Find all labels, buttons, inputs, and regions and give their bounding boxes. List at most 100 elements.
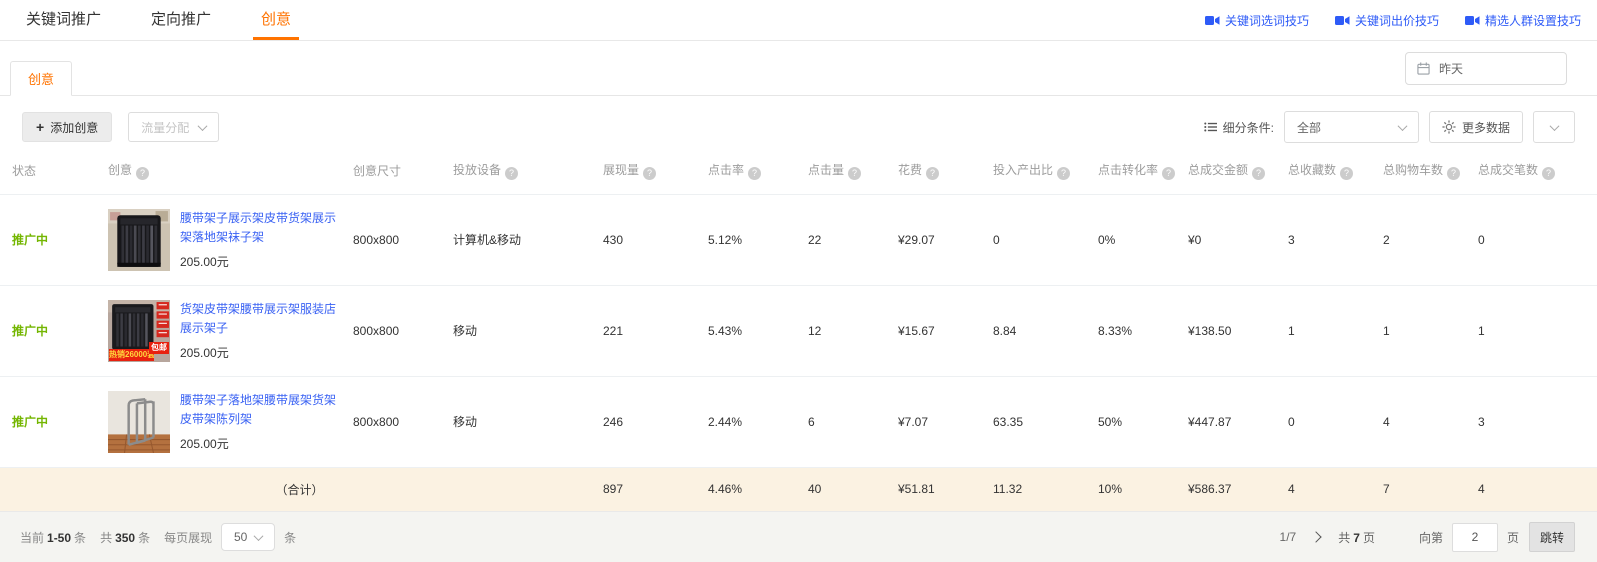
next-page-button[interactable]	[1310, 531, 1322, 543]
table-row: 推广中 热销26000套 包邮 货架皮带架腰带展示架服装店展示架子 205.00…	[0, 285, 1597, 376]
calendar-icon	[1417, 62, 1430, 75]
col-header-label: 创意尺寸	[353, 164, 402, 179]
more-data-button[interactable]: 更多数据	[1428, 111, 1523, 143]
toolbar: + 添加创意 流量分配 细分条件: 全部 更多数据	[0, 106, 1597, 148]
cost-value: ¥29.07	[898, 232, 935, 247]
col-header-orders: 总成交笔数	[1470, 148, 1597, 194]
plus-icon: +	[36, 119, 45, 135]
total-roi: 11.32	[993, 482, 1023, 497]
goto-page-input[interactable]	[1451, 522, 1498, 552]
help-icon[interactable]	[136, 167, 150, 181]
col-header-cvr: 点击转化率	[1090, 148, 1180, 194]
video-link-keyword-selection[interactable]: 关键词选词技巧	[1204, 12, 1309, 29]
help-icon[interactable]	[1447, 167, 1461, 181]
col-header-impressions: 展现量	[595, 148, 700, 194]
col-header-label: 花费	[898, 163, 923, 178]
jump-button[interactable]: 跳转	[1528, 522, 1575, 552]
product-image[interactable]	[108, 208, 170, 271]
help-icon[interactable]	[1340, 167, 1354, 181]
video-link-label: 关键词选词技巧	[1224, 13, 1309, 28]
traffic-allocation-dropdown[interactable]: 流量分配	[128, 112, 220, 142]
table-header-row: 状态 创意 创意尺寸 投放设备 展现量 点击率 点击量 花费 投入产出比 点击转…	[0, 148, 1597, 194]
ctr-value: 5.43%	[708, 323, 743, 338]
video-link-label: 关键词出价技巧	[1354, 13, 1439, 28]
carts-value: 2	[1383, 232, 1390, 247]
orders-value: 1	[1478, 323, 1485, 338]
video-link-keyword-bidding[interactable]: 关键词出价技巧	[1334, 12, 1439, 29]
add-creative-button[interactable]: + 添加创意	[22, 112, 113, 142]
chevron-down-icon	[1549, 120, 1559, 131]
ctr-value: 5.12%	[708, 232, 743, 247]
table-row: 推广中 腰带架子展示架皮带货架展示架落地架袜子架 205.00元 800x800…	[0, 194, 1597, 285]
cost-value: ¥15.67	[898, 323, 935, 338]
creative-panel-tab[interactable]: 创意	[10, 61, 73, 96]
chevron-down-icon	[197, 120, 208, 131]
cvr-value: 8.33%	[1098, 323, 1133, 338]
cost-value: ¥7.07	[898, 414, 929, 429]
help-icon[interactable]	[848, 167, 862, 181]
creative-title-link[interactable]: 腰带架子展示架皮带货架展示架落地架袜子架	[180, 211, 337, 244]
total-ctr: 4.46%	[708, 482, 743, 497]
creative-size: 800x800	[353, 232, 400, 247]
chevron-down-icon	[1397, 120, 1408, 131]
product-image[interactable]: 热销26000套 包邮	[108, 299, 170, 362]
col-header-creative: 创意	[100, 148, 345, 194]
carts-value: 1	[1383, 323, 1390, 338]
favorites-value: 0	[1288, 414, 1295, 429]
date-range-picker[interactable]: 昨天	[1405, 52, 1567, 85]
status-badge: 推广中	[12, 415, 49, 429]
col-header-carts: 总购物车数	[1375, 148, 1470, 194]
creative-price: 205.00元	[180, 436, 229, 451]
total-label: （合计）	[275, 482, 324, 497]
creative-title-link[interactable]: 货架皮带架腰带展示架服装店展示架子	[180, 302, 337, 335]
creative-panel-header: 创意 昨天	[0, 41, 1597, 96]
help-icon[interactable]	[1252, 167, 1266, 181]
tab-keyword-promotion[interactable]: 关键词推广	[26, 11, 102, 28]
promotion-tabs: 关键词推广 定向推广 创意	[18, 0, 333, 40]
total-orders: 4	[1478, 482, 1485, 497]
tab-creative[interactable]: 创意	[253, 0, 300, 40]
gmv-value: ¥138.50	[1188, 323, 1232, 338]
per-page-label: 每页展现	[164, 530, 213, 545]
col-header-label: 点击率	[708, 163, 745, 178]
creative-price: 205.00元	[180, 254, 229, 269]
col-header-favorites: 总收藏数	[1280, 148, 1375, 194]
col-header-label: 点击量	[808, 163, 845, 178]
help-icon[interactable]	[748, 167, 762, 181]
col-header-label: 总购物车数	[1383, 163, 1444, 178]
help-icon[interactable]	[1162, 167, 1176, 181]
col-header-label: 投入产出比	[993, 163, 1054, 178]
total-row: （合计） 897 4.46% 40 ¥51.81 11.32 10% ¥586.…	[0, 467, 1597, 511]
chevron-right-icon	[1310, 531, 1322, 543]
free-shipping-tag: 包邮	[149, 341, 169, 354]
roi-value: 8.84	[993, 323, 1017, 338]
date-range-value: 昨天	[1439, 62, 1464, 76]
device-value: 计算机&移动	[453, 233, 522, 247]
segment-filter-select[interactable]: 全部	[1283, 111, 1419, 143]
impressions-value: 246	[603, 414, 624, 429]
help-icon[interactable]	[926, 167, 940, 181]
cvr-value: 0%	[1098, 232, 1116, 247]
creative-title-link[interactable]: 腰带架子落地架腰带展架货架皮带架陈列架	[180, 393, 337, 426]
help-icon[interactable]	[643, 167, 657, 181]
total-cvr: 10%	[1098, 482, 1123, 497]
collapse-toolbar-button[interactable]	[1533, 111, 1575, 143]
col-header-label: 总成交笔数	[1478, 163, 1539, 178]
help-icon[interactable]	[505, 167, 519, 181]
tab-targeted-promotion[interactable]: 定向推广	[151, 11, 212, 28]
help-video-links: 关键词选词技巧 关键词出价技巧 精选人群设置技巧	[1204, 0, 1581, 40]
page-ratio: 1/7	[1279, 530, 1297, 544]
col-header-roi: 投入产出比	[985, 148, 1090, 194]
col-header-label: 展现量	[603, 163, 640, 178]
video-link-audience-setup[interactable]: 精选人群设置技巧	[1464, 12, 1581, 29]
product-image[interactable]	[108, 390, 170, 453]
total-cost: ¥51.81	[898, 482, 935, 497]
help-icon[interactable]	[1057, 167, 1071, 181]
ctr-value: 2.44%	[708, 414, 743, 429]
per-page-select[interactable]: 50	[221, 523, 276, 551]
help-icon[interactable]	[1542, 167, 1556, 181]
segment-filter-value: 全部	[1296, 120, 1321, 135]
current-range-text: 当前 1-50 条	[20, 530, 87, 545]
video-link-label: 精选人群设置技巧	[1484, 13, 1581, 28]
